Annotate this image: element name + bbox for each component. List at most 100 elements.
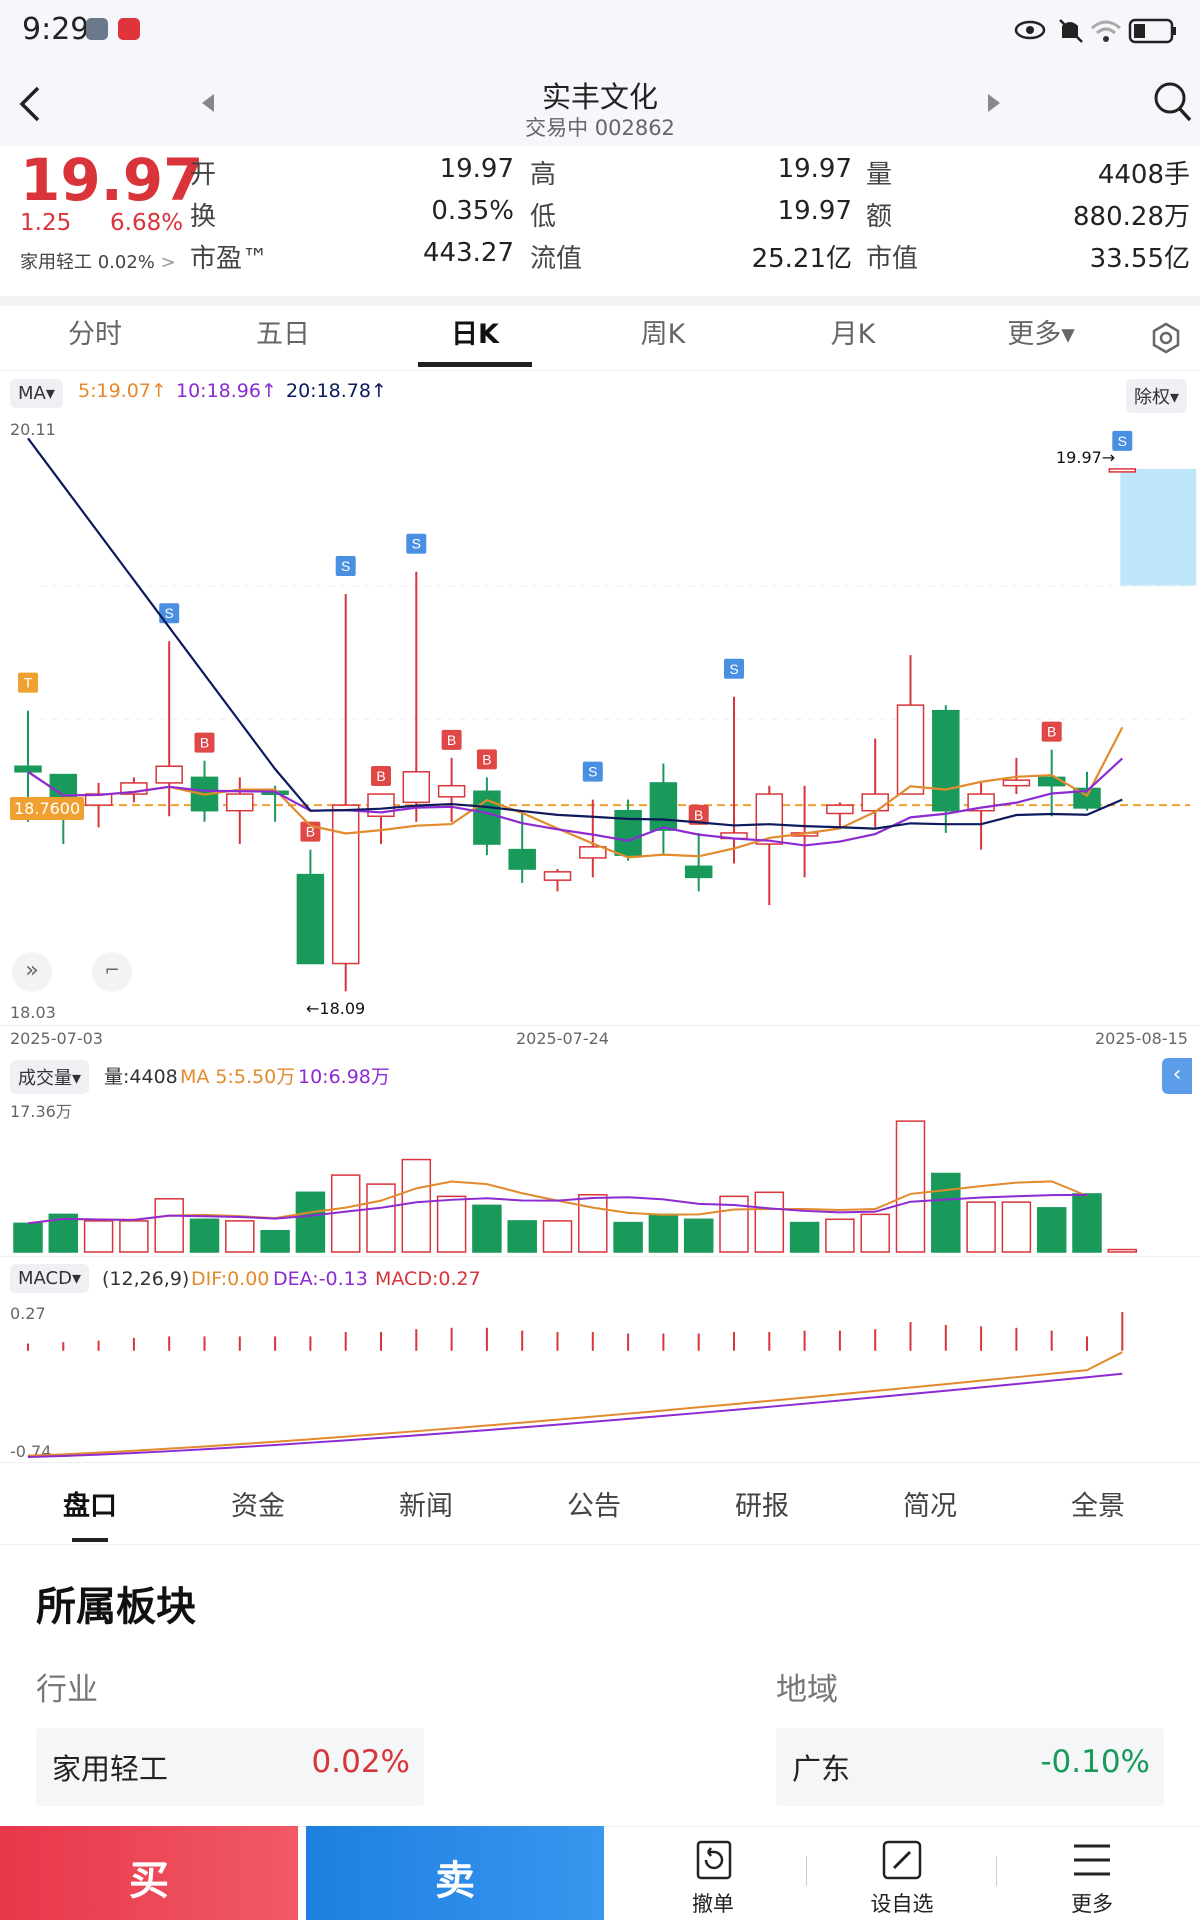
ma10-value: 10:18.96↑: [176, 380, 277, 402]
industry-label: 行业: [36, 1672, 98, 1708]
sector-heading: 所属板块: [36, 1584, 196, 1630]
candle-body: [155, 765, 183, 784]
divider: [0, 1462, 1200, 1463]
stock-name: 实丰文化: [541, 80, 658, 114]
info-tab[interactable]: 研报: [735, 1491, 789, 1522]
stock-code: 交易中 002862: [525, 116, 675, 140]
volume-ma10: 10:6.98万: [298, 1066, 390, 1088]
volume-bar: [966, 1201, 996, 1253]
quote-label: 高: [530, 160, 557, 190]
next-stock-icon[interactable]: [984, 88, 1004, 118]
y-max-label: 20.11: [10, 420, 56, 439]
candle-body: [120, 782, 148, 795]
volume-bar: [472, 1204, 502, 1253]
volume-bar: [366, 1183, 396, 1253]
macd-dif-line: [27, 1351, 1123, 1457]
active-tab-indicator: [72, 1538, 108, 1542]
period-tab[interactable]: 月K: [830, 319, 876, 350]
fullscreen-icon[interactable]: ⌐: [92, 952, 132, 992]
volume-bar: [436, 1195, 467, 1253]
info-tab[interactable]: 公告: [567, 1491, 621, 1522]
more-label[interactable]: 更多: [1071, 1892, 1113, 1916]
trade-marker: [441, 729, 462, 750]
volume-bar: [401, 1158, 432, 1253]
period-tab[interactable]: 周K: [640, 319, 686, 350]
candle-body: [896, 704, 925, 795]
settings-icon[interactable]: [1148, 320, 1184, 356]
message-notification-icon: [118, 18, 140, 40]
volume-bar: [189, 1218, 220, 1253]
sell-button[interactable]: 卖: [306, 1826, 604, 1920]
candle-body: [1108, 468, 1137, 473]
candle-body: [437, 784, 466, 798]
search-icon[interactable]: [1150, 78, 1194, 126]
cancel-order-label[interactable]: 撤单: [692, 1892, 734, 1916]
macd-dea: DEA:-0.13: [273, 1268, 368, 1290]
region-card[interactable]: 广东 -0.10%: [776, 1728, 1164, 1806]
candle-body: [826, 804, 854, 815]
kline-chart[interactable]: T S B B S B S B B S B S B S: [0, 418, 1200, 1030]
period-tab[interactable]: 分时: [68, 319, 122, 350]
macd-dif: DIF:0.00: [191, 1268, 270, 1290]
volume-bar: [1107, 1248, 1138, 1253]
ma-selector[interactable]: MA▾: [10, 379, 63, 408]
volume-bar: [789, 1221, 820, 1253]
volume-bar: [119, 1220, 149, 1253]
trade-marker: [1041, 721, 1062, 742]
info-tab[interactable]: 全景: [1071, 1491, 1125, 1522]
period-tab[interactable]: 日K: [451, 319, 499, 350]
expand-icon[interactable]: »: [12, 952, 52, 992]
add-watchlist-label[interactable]: 设自选: [870, 1892, 934, 1916]
candle-body: [1002, 779, 1031, 787]
ma20-value: 20:18.78↑: [286, 380, 387, 402]
volume-selector[interactable]: 成交量▾: [10, 1060, 90, 1094]
period-tab[interactable]: 更多▾: [1007, 319, 1075, 350]
candle-body: [932, 709, 960, 812]
volume-bar: [507, 1220, 537, 1253]
trade-marker: [406, 533, 427, 554]
quote-label: 额: [866, 202, 893, 232]
macd-selector[interactable]: MACD▾: [10, 1264, 89, 1293]
add-watchlist-icon[interactable]: [880, 1838, 924, 1882]
candle-body: [402, 771, 431, 804]
quote-value: 19.97: [777, 154, 852, 184]
info-tab[interactable]: 盘口: [63, 1491, 117, 1522]
info-tab[interactable]: 资金: [231, 1491, 285, 1522]
price-change-pct: 6.68%: [110, 210, 184, 236]
quote-value: 880.28万: [1073, 202, 1190, 232]
prev-stock-icon[interactable]: [198, 88, 218, 118]
period-tab[interactable]: 五日: [256, 319, 310, 350]
price-change: 1.25: [20, 210, 72, 236]
info-tab[interactable]: 新闻: [399, 1491, 453, 1522]
chevron-right-icon: >: [160, 252, 176, 273]
eye-icon: [1014, 20, 1046, 40]
trade-marker: [582, 761, 603, 782]
collapse-panel-icon[interactable]: ‹: [1162, 1058, 1192, 1094]
industry-card[interactable]: 家用轻工 0.02%: [36, 1728, 424, 1806]
status-bar: 9:29: [0, 0, 1200, 62]
trade-marker-label: B: [1047, 724, 1056, 740]
cancel-order-icon[interactable]: [692, 1838, 736, 1882]
mute-icon: [1059, 19, 1083, 43]
back-arrow-icon[interactable]: [14, 82, 44, 126]
volume-chart[interactable]: [0, 1100, 1200, 1256]
sector-line[interactable]: 家用轻工 0.02% >: [20, 248, 176, 274]
menu-icon[interactable]: [1070, 1838, 1114, 1882]
macd-chart[interactable]: [0, 1300, 1200, 1462]
volume-bar: [295, 1191, 326, 1253]
volume-bar: [825, 1218, 855, 1253]
volume-bar: [683, 1218, 714, 1253]
volume-bar: [260, 1229, 290, 1253]
trade-marker-label: B: [482, 751, 491, 767]
volume-ma5: MA 5:5.50万: [180, 1066, 296, 1088]
rights-selector[interactable]: 除权▾: [1126, 379, 1188, 413]
quote-value: 0.35%: [431, 196, 514, 226]
candle-body: [296, 873, 325, 965]
volume-bar: [330, 1174, 361, 1253]
info-tab[interactable]: 简况: [903, 1491, 957, 1522]
volume-bar: [860, 1213, 890, 1253]
current-price: 19.97: [20, 146, 204, 214]
status-icons: [1014, 18, 1176, 44]
buy-button[interactable]: 买: [0, 1826, 298, 1920]
date-end: 2025-08-15: [1095, 1029, 1188, 1048]
